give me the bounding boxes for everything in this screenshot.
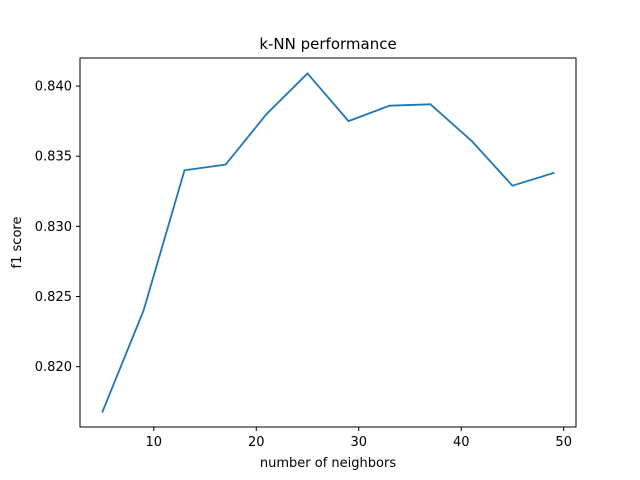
y-tick-label: 0.835 xyxy=(35,150,72,165)
data-point xyxy=(142,309,145,312)
y-tick-label: 0.820 xyxy=(35,360,72,375)
x-tick-label: 40 xyxy=(453,435,470,450)
data-point xyxy=(347,120,350,123)
data-point xyxy=(388,104,391,107)
x-tick-label: 10 xyxy=(146,435,163,450)
data-point xyxy=(306,72,309,75)
x-tick-label: 30 xyxy=(350,435,367,450)
x-axis-ticks: 10 20 30 40 50 xyxy=(146,427,572,450)
series-layer xyxy=(101,72,555,413)
x-tick-label: 20 xyxy=(248,435,265,450)
data-point xyxy=(183,169,186,172)
chart-title: k-NN performance xyxy=(259,35,396,53)
data-point xyxy=(224,163,227,166)
data-point xyxy=(470,139,473,142)
plot-area-frame xyxy=(79,57,577,428)
y-tick-label: 0.840 xyxy=(35,80,72,95)
x-axis-label: number of neighbors xyxy=(260,456,396,471)
y-axis-ticks: 0.820 0.825 0.830 0.835 0.840 xyxy=(35,80,80,375)
data-point xyxy=(101,410,104,413)
y-tick-label: 0.825 xyxy=(35,290,72,305)
x-tick-label: 50 xyxy=(555,435,572,450)
y-tick-label: 0.830 xyxy=(35,220,72,235)
data-point xyxy=(552,172,555,174)
data-point xyxy=(265,113,268,116)
data-point xyxy=(429,103,432,106)
data-point xyxy=(511,184,514,187)
y-axis-label: f1 score xyxy=(10,217,25,269)
series-line xyxy=(101,72,555,413)
